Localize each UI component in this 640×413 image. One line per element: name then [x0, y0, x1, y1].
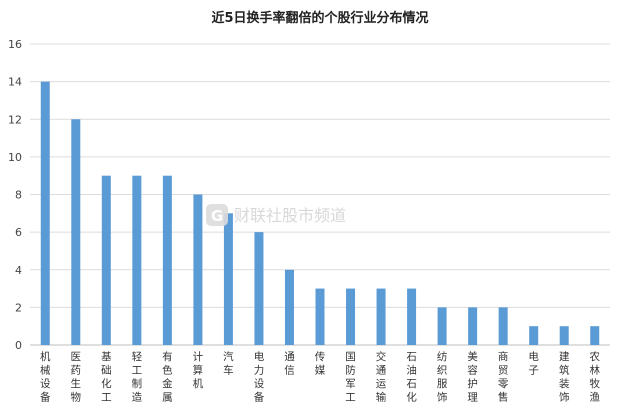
- bar: [590, 326, 600, 345]
- bar: [162, 175, 172, 345]
- x-tick-label: 医药生物: [71, 351, 82, 404]
- bar: [315, 288, 325, 345]
- bar: [254, 232, 264, 345]
- bar: [40, 81, 50, 345]
- bars: [40, 81, 600, 345]
- bar: [223, 213, 233, 345]
- bar: [498, 307, 508, 345]
- y-tick-label: 0: [15, 339, 22, 352]
- bar: [71, 119, 81, 345]
- x-tick-label: 美容护理: [467, 350, 478, 404]
- x-tick-label: 电力设备: [254, 350, 265, 404]
- x-tick-label: 电子: [528, 350, 539, 377]
- x-tick-label: 交通运输: [376, 350, 387, 404]
- x-tick-label: 轻工制造: [132, 350, 143, 404]
- watermark-logo-letter: G: [211, 207, 223, 225]
- gridlines: [30, 43, 610, 346]
- y-tick-label: 6: [15, 226, 22, 239]
- x-tick-label: 基础化工: [101, 350, 112, 404]
- bar: [132, 175, 142, 345]
- bar: [284, 269, 294, 345]
- y-tick-label: 12: [8, 113, 22, 126]
- bar: [346, 288, 356, 345]
- x-tick-label: 农林牧渔: [589, 350, 600, 404]
- watermark: G 财联社股市频道: [206, 204, 346, 226]
- x-tick-label: 石油石化: [406, 351, 417, 404]
- x-tick-label: 纺织服饰: [437, 350, 448, 404]
- bar: [193, 194, 203, 345]
- y-tick-label: 4: [15, 264, 22, 277]
- x-tick-label: 国防军工: [345, 351, 356, 404]
- bar: [101, 175, 111, 345]
- chart-title: 近5日换手率翻倍的个股行业分布情况: [211, 10, 428, 26]
- x-tick-label: 传媒: [315, 351, 326, 377]
- y-tick-label: 10: [8, 151, 22, 164]
- bar: [437, 307, 447, 345]
- x-tick-label: 商贸零售: [498, 350, 509, 404]
- watermark-text: 财联社股市频道: [234, 206, 346, 225]
- y-tick-label: 16: [8, 38, 22, 51]
- watermark-logo-icon: [206, 204, 228, 226]
- y-tick-label: 2: [15, 301, 22, 314]
- x-tick-label: 机械设备: [40, 350, 51, 404]
- y-tick-label: 8: [15, 189, 22, 202]
- y-axis: 0 2 4 6 8 10 12 14 16: [8, 38, 22, 352]
- x-tick-label: 有色金属: [162, 350, 173, 404]
- bar: [559, 326, 569, 345]
- bar: [407, 288, 417, 345]
- bar: [468, 307, 478, 345]
- x-tick-label: 计算机: [193, 350, 204, 390]
- bar: [376, 288, 386, 345]
- y-tick-label: 14: [8, 76, 22, 89]
- bar: [529, 326, 539, 345]
- x-tick-label: 通信: [284, 351, 295, 377]
- x-tick-label: 建筑装饰: [559, 350, 570, 404]
- x-tick-label: 汽车: [223, 350, 234, 377]
